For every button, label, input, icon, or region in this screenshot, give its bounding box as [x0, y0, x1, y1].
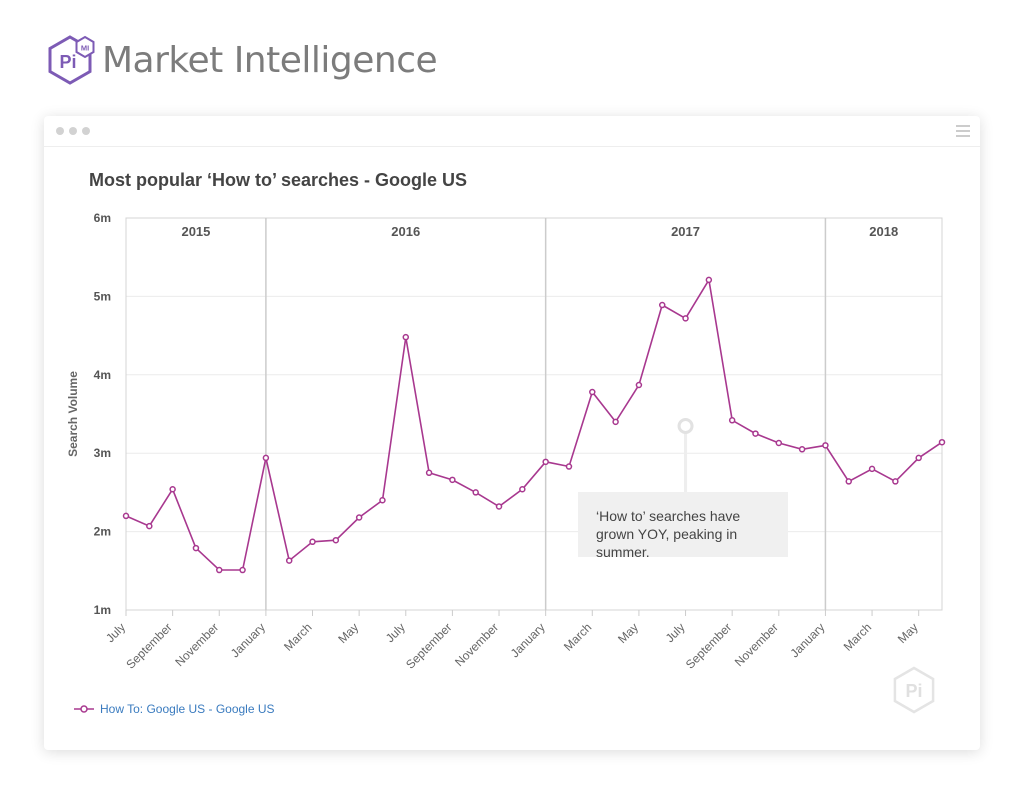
x-tick-label: May [335, 620, 361, 646]
data-point [775, 439, 783, 447]
data-point [285, 557, 293, 564]
y-axis-label: Search Volume [66, 371, 80, 457]
hamburger-menu-icon[interactable] [956, 125, 970, 137]
data-point [495, 503, 503, 510]
brand-header: Pi MI Market Intelligence [44, 34, 438, 86]
series-line [125, 277, 943, 571]
x-tick-label: November [452, 620, 501, 669]
x-tick-label: May [895, 620, 921, 646]
data-point [309, 538, 316, 546]
data-point [682, 315, 689, 322]
data-point [169, 486, 176, 493]
logo-text: Pi [59, 52, 76, 72]
y-tick-label: 3m [94, 446, 111, 460]
x-tick-label: March [841, 620, 874, 653]
data-point [658, 301, 666, 309]
x-tick-label: July [383, 620, 408, 645]
data-point [589, 388, 596, 396]
data-point [752, 430, 759, 437]
data-point [519, 486, 526, 493]
data-point [915, 454, 922, 462]
x-tick-label: July [663, 620, 688, 645]
chart-annotation: ‘How to’ searches have grown YOY, peakin… [578, 492, 788, 560]
x-tick-label: March [281, 620, 314, 653]
x-tick-label: September [403, 620, 454, 671]
annotation-marker-icon [677, 418, 694, 434]
data-point [332, 536, 340, 544]
legend-series-label: How To: Google US - Google US [100, 702, 275, 716]
data-point [355, 514, 363, 521]
year-label: 2018 [869, 224, 898, 239]
data-point [262, 454, 270, 462]
data-point [612, 418, 619, 426]
data-point [705, 276, 713, 284]
y-tick-label: 6m [94, 211, 111, 225]
data-point [146, 522, 153, 530]
data-point [425, 469, 433, 477]
year-label: 2017 [671, 224, 700, 239]
y-tick-label: 2m [94, 525, 111, 539]
data-point [379, 496, 386, 504]
y-tick-label: 4m [94, 368, 111, 382]
x-tick-label: July [103, 620, 128, 645]
data-point [192, 544, 200, 552]
pi-logo-icon: Pi MI [48, 35, 95, 85]
window-dot-icon [69, 127, 77, 135]
legend-series-marker-icon [74, 705, 94, 713]
window-dot-icon [82, 127, 90, 135]
year-label: 2016 [391, 224, 420, 239]
data-point [216, 566, 223, 574]
x-tick-label: November [732, 620, 781, 669]
data-point [472, 489, 479, 496]
x-tick-label: November [172, 620, 221, 669]
data-point [122, 512, 130, 520]
y-tick-label: 1m [94, 603, 111, 617]
data-point [449, 476, 456, 484]
data-point [868, 465, 876, 473]
plot-area-border [125, 217, 943, 611]
data-point [635, 381, 643, 389]
x-tick-label: May [615, 620, 641, 646]
chart-legend[interactable]: How To: Google US - Google US [74, 702, 275, 716]
y-tick-label: 5m [94, 289, 111, 303]
brand-name: Market Intelligence [102, 39, 438, 81]
data-point [728, 417, 736, 424]
x-tick-label: September [683, 620, 734, 671]
window-dot-icon [56, 127, 64, 135]
data-point [798, 446, 806, 453]
watermark-logo-icon [893, 666, 935, 714]
data-point [822, 442, 829, 449]
data-point [542, 458, 549, 466]
x-tick-label: September [123, 620, 174, 671]
x-tick-label: January [228, 620, 268, 660]
chart-title: Most popular ‘How to’ searches - Google … [89, 170, 468, 190]
data-point [892, 478, 899, 485]
data-point [565, 463, 573, 470]
year-label: 2015 [181, 224, 210, 239]
data-point [845, 478, 852, 485]
logo-badge-text: MI [81, 44, 89, 53]
chart-window: Most popular ‘How to’ searches - Google … [44, 116, 980, 750]
x-tick-label: January [787, 620, 827, 660]
watermark-logo-text: Pi [905, 681, 922, 701]
x-tick-label: January [508, 620, 548, 660]
data-point [402, 333, 410, 341]
x-tick-label: March [561, 620, 594, 653]
data-point [239, 566, 246, 574]
data-point [938, 438, 946, 446]
window-title-bar [44, 116, 980, 147]
